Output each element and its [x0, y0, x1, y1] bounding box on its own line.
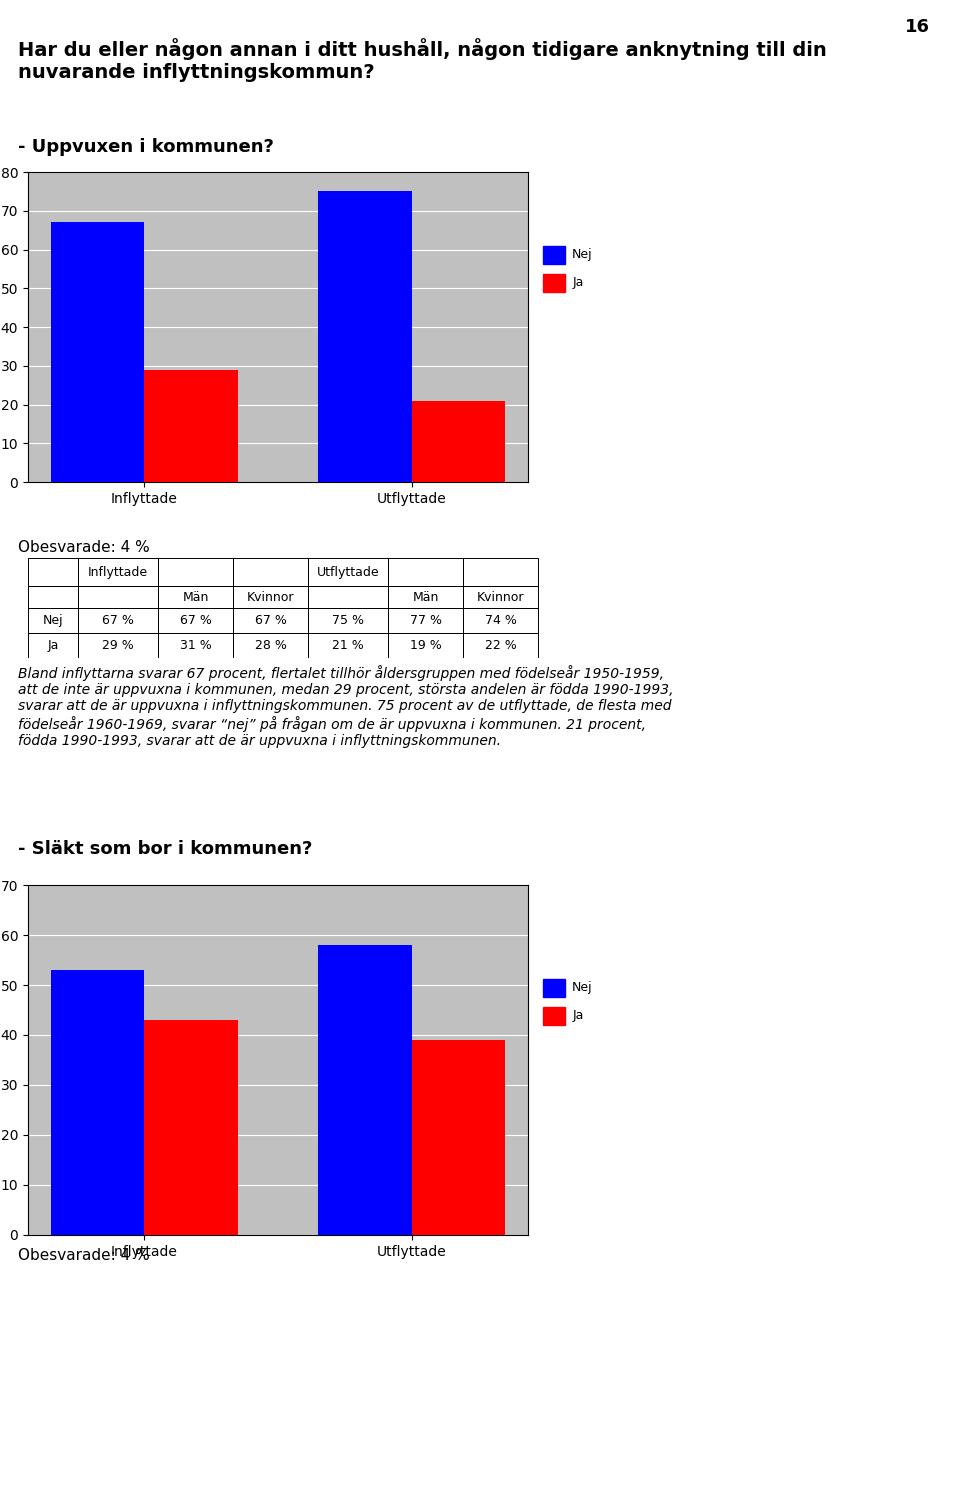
Bar: [51, 970, 144, 1234]
Text: 75 %: 75 %: [332, 614, 364, 628]
Bar: [78, 632, 158, 658]
Bar: [463, 632, 538, 658]
Bar: [412, 1040, 505, 1234]
Bar: [78, 585, 158, 608]
Text: 31 %: 31 %: [180, 638, 211, 652]
Bar: [463, 558, 538, 585]
Text: Ja: Ja: [47, 638, 59, 652]
Bar: [463, 608, 538, 632]
Text: Män: Män: [182, 590, 208, 604]
Bar: [233, 632, 308, 658]
Text: Bland inflyttarna svarar 67 procent, flertalet tillhör åldersgruppen med födelse: Bland inflyttarna svarar 67 procent, fle…: [18, 665, 674, 748]
Bar: [388, 632, 463, 658]
Bar: [308, 632, 388, 658]
Bar: [28, 558, 78, 585]
Text: Kvinnor: Kvinnor: [477, 590, 524, 604]
Bar: [388, 558, 463, 585]
Text: 74 %: 74 %: [485, 614, 516, 628]
Text: Nej: Nej: [572, 249, 593, 261]
Text: 67 %: 67 %: [102, 614, 134, 628]
Bar: [158, 585, 233, 608]
Bar: [158, 558, 233, 585]
Text: Män: Män: [412, 590, 439, 604]
Bar: [412, 400, 505, 481]
Bar: [318, 192, 412, 481]
Text: 77 %: 77 %: [410, 614, 442, 628]
Text: Ja: Ja: [572, 276, 584, 290]
Bar: [28, 608, 78, 632]
Text: Kvinnor: Kvinnor: [247, 590, 295, 604]
Text: Ja: Ja: [572, 1010, 584, 1022]
Bar: [542, 1007, 565, 1025]
Bar: [158, 632, 233, 658]
Bar: [463, 585, 538, 608]
Bar: [144, 1020, 238, 1234]
Bar: [51, 222, 144, 481]
Text: Obesvarade: 4 %: Obesvarade: 4 %: [18, 1248, 150, 1263]
Bar: [542, 275, 565, 291]
Text: 21 %: 21 %: [332, 638, 364, 652]
Text: 16: 16: [905, 18, 930, 36]
Bar: [233, 585, 308, 608]
Text: Har du eller någon annan i ditt hushåll, någon tidigare anknytning till din
nuva: Har du eller någon annan i ditt hushåll,…: [18, 38, 827, 81]
Bar: [318, 945, 412, 1234]
Text: Utflyttade: Utflyttade: [317, 566, 379, 578]
Bar: [388, 585, 463, 608]
Bar: [28, 585, 78, 608]
Bar: [158, 608, 233, 632]
Bar: [144, 370, 238, 481]
Bar: [542, 979, 565, 996]
Text: 67 %: 67 %: [180, 614, 211, 628]
Text: Obesvarade: 4 %: Obesvarade: 4 %: [18, 540, 150, 555]
Text: - Släkt som bor i kommunen?: - Släkt som bor i kommunen?: [18, 841, 312, 859]
Text: Inflyttade: Inflyttade: [88, 566, 148, 578]
Bar: [233, 558, 308, 585]
Bar: [308, 585, 388, 608]
Bar: [28, 632, 78, 658]
Bar: [78, 608, 158, 632]
Bar: [542, 246, 565, 264]
Bar: [233, 608, 308, 632]
Bar: [308, 608, 388, 632]
Text: 22 %: 22 %: [485, 638, 516, 652]
Text: 29 %: 29 %: [102, 638, 133, 652]
Text: Nej: Nej: [42, 614, 63, 628]
Bar: [78, 558, 158, 585]
Text: 19 %: 19 %: [410, 638, 442, 652]
Text: - Uppvuxen i kommunen?: - Uppvuxen i kommunen?: [18, 137, 274, 155]
Bar: [308, 558, 388, 585]
Text: 67 %: 67 %: [254, 614, 286, 628]
Text: Nej: Nej: [572, 981, 593, 994]
Text: 28 %: 28 %: [254, 638, 286, 652]
Bar: [388, 608, 463, 632]
